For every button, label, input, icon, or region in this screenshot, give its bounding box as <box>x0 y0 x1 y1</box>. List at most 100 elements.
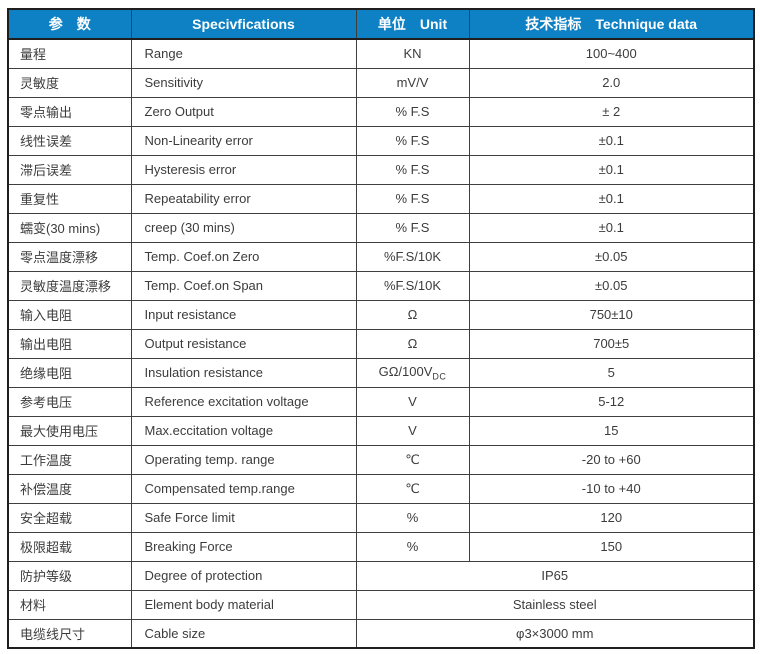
parameter-cell: 零点输出 <box>7 96 132 127</box>
parameter-cell: 工作温度 <box>7 444 132 475</box>
table-row: 输出电阻 Output resistance Ω 700±5 <box>7 328 755 359</box>
unit-text: mV/V <box>396 75 429 90</box>
parameter-cell: 极限超载 <box>7 531 132 562</box>
value-cell: ± 2 <box>468 96 755 127</box>
table-row: 最大使用电压 Max.eccitation voltage V 15 <box>7 415 755 446</box>
header-unit: 单位 Unit <box>355 8 470 40</box>
table-row: 补偿温度 Compensated temp.range ℃ -10 to +40 <box>7 473 755 504</box>
table-row: 滞后误差 Hysteresis error % F.S ±0.1 <box>7 154 755 185</box>
table-row: 线性误差 Non-Linearity error % F.S ±0.1 <box>7 125 755 156</box>
parameter-cell: 防护等级 <box>7 560 132 591</box>
unit-cell: Ω <box>355 328 470 359</box>
parameter-cell: 零点温度漂移 <box>7 241 132 272</box>
value-cell: ±0.1 <box>468 125 755 156</box>
table-row: 灵敏度温度漂移 Temp. Coef.on Span %F.S/10K ±0.05 <box>7 270 755 301</box>
unit-text: % F.S <box>395 191 430 206</box>
parameter-cell: 绝缘电阻 <box>7 357 132 388</box>
parameter-cell: 最大使用电压 <box>7 415 132 446</box>
unit-text: %F.S/10K <box>383 278 442 293</box>
specification-cell: Cable size <box>130 618 357 649</box>
value-cell: 750±10 <box>468 299 755 330</box>
unit-text: % F.S <box>395 220 430 235</box>
value-cell: 700±5 <box>468 328 755 359</box>
unit-cell: % <box>355 502 470 533</box>
table-row: 电缆线尺寸 Cable size φ3×3000 mm <box>7 618 755 649</box>
specification-cell: Temp. Coef.on Span <box>130 270 357 301</box>
parameter-cell: 线性误差 <box>7 125 132 156</box>
specification-cell: Repeatability error <box>130 183 357 214</box>
unit-cell: %F.S/10K <box>355 270 470 301</box>
unit-text: ℃ <box>405 451 420 467</box>
unit-cell: % F.S <box>355 96 470 127</box>
parameter-cell: 安全超载 <box>7 502 132 533</box>
table-row: 零点温度漂移 Temp. Coef.on Zero %F.S/10K ±0.05 <box>7 241 755 272</box>
value-cell: -10 to +40 <box>468 473 755 504</box>
specification-cell: Sensitivity <box>130 67 357 98</box>
table-row: 安全超载 Safe Force limit% 120 <box>7 502 755 533</box>
header-technique-data: 技术指标 Technique data <box>468 8 755 40</box>
value-cell: 5 <box>468 357 755 388</box>
header-specifications: Specivfications <box>130 8 357 40</box>
unit-cell: %F.S/10K <box>355 241 470 272</box>
unit-cell: ℃ <box>355 473 470 504</box>
header-parameter: 参 数 <box>7 8 132 40</box>
unit-text: ℃ <box>405 480 420 496</box>
specification-cell: Zero Output <box>130 96 357 127</box>
table-row: 蠕变(30 mins) creep (30 mins) % F.S ±0.1 <box>7 212 755 243</box>
table-row: 材料 Element body material Stainless steel <box>7 589 755 620</box>
specification-cell: Non-Linearity error <box>130 125 357 156</box>
table-row: 重复性 Repeatability error % F.S ±0.1 <box>7 183 755 214</box>
unit-subscript: DC <box>432 371 447 382</box>
specification-cell: Compensated temp.range <box>130 473 357 504</box>
value-cell: 5-12 <box>468 386 755 417</box>
parameter-cell: 滞后误差 <box>7 154 132 185</box>
unit-text: %F.S/10K <box>383 249 442 264</box>
header-row: 参 数 Specivfications 单位 Unit 技术指标 Techniq… <box>7 8 755 40</box>
specification-cell: Element body material <box>130 589 357 620</box>
table-row: 灵敏度 Sensitivity mV/V 2.0 <box>7 67 755 98</box>
unit-cell: % F.S <box>355 125 470 156</box>
unit-text: GΩ/100V <box>378 363 433 379</box>
specification-cell: Temp. Coef.on Zero <box>130 241 357 272</box>
value-cell: 15 <box>468 415 755 446</box>
parameter-cell: 参考电压 <box>7 386 132 417</box>
value-cell-merged: Stainless steel <box>355 589 755 620</box>
parameter-cell: 灵敏度 <box>7 67 132 98</box>
parameter-cell: 重复性 <box>7 183 132 214</box>
unit-cell: V <box>355 386 470 417</box>
unit-cell: ℃ <box>355 444 470 475</box>
value-cell: 100~400 <box>468 38 755 69</box>
value-cell-merged: φ3×3000 mm <box>355 618 755 649</box>
value-cell: ±0.05 <box>468 270 755 301</box>
value-cell: 150 <box>468 531 755 562</box>
specification-cell: creep (30 mins) <box>130 212 357 243</box>
value-cell: 2.0 <box>468 67 755 98</box>
table-row: 参考电压 Reference excitation voltage V 5-12 <box>7 386 755 417</box>
specification-cell: Operating temp. range <box>130 444 357 475</box>
unit-text: Ω <box>407 336 418 351</box>
unit-text: % <box>406 510 419 525</box>
unit-cell: GΩ/100VDC <box>355 357 470 388</box>
value-cell: ±0.05 <box>468 241 755 272</box>
specification-cell: Range <box>130 38 357 69</box>
spec-table: 参 数 Specivfications 单位 Unit 技术指标 Techniq… <box>7 8 755 649</box>
unit-text: Ω <box>407 307 418 322</box>
unit-cell: % F.S <box>355 154 470 185</box>
parameter-cell: 电缆线尺寸 <box>7 618 132 649</box>
table-row: 工作温度 Operating temp. range ℃ -20 to +60 <box>7 444 755 475</box>
unit-cell: % F.S <box>355 212 470 243</box>
value-cell: ±0.1 <box>468 212 755 243</box>
spec-table-container: 参 数 Specivfications 单位 Unit 技术指标 Techniq… <box>7 8 755 649</box>
value-cell: 120 <box>468 502 755 533</box>
value-cell: ±0.1 <box>468 183 755 214</box>
value-cell: ±0.1 <box>468 154 755 185</box>
unit-cell: % <box>355 531 470 562</box>
parameter-cell: 补偿温度 <box>7 473 132 504</box>
specification-cell: Safe Force limit <box>130 502 357 533</box>
table-body: 量程 Range KN 100~400 灵敏度 Sensitivity mV/V 2.0 零点输… <box>7 38 755 649</box>
unit-text: V <box>408 394 417 409</box>
unit-cell: KN <box>355 38 470 69</box>
unit-text: KN <box>403 46 422 62</box>
table-row: 输入电阻 Input resistance Ω 750±10 <box>7 299 755 330</box>
unit-cell: Ω <box>355 299 470 330</box>
